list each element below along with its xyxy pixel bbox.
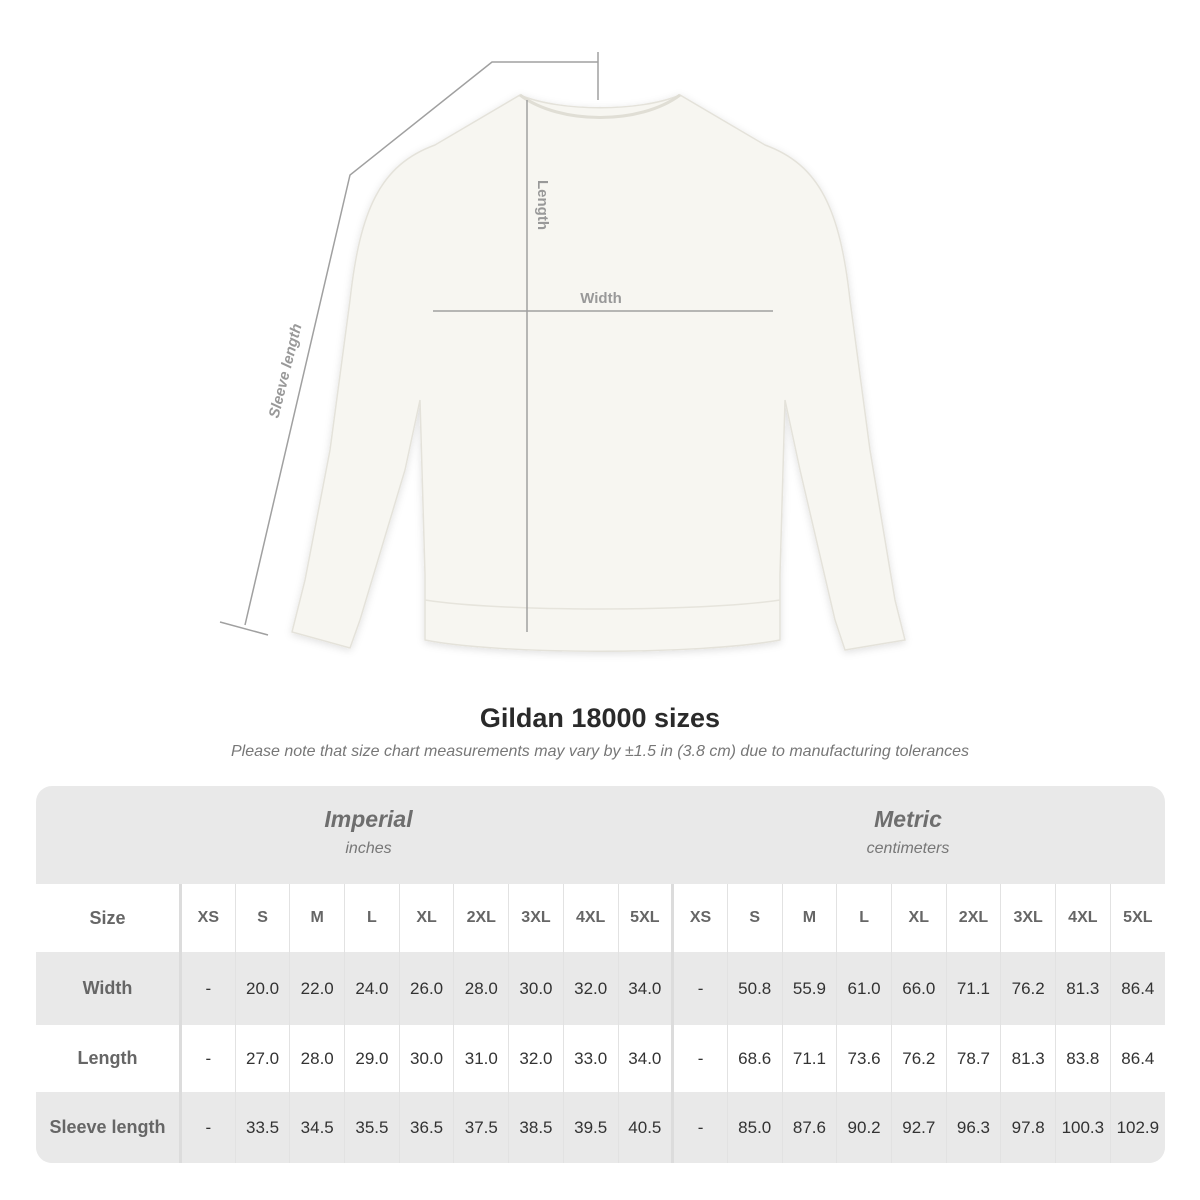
imperial-size-l: L	[344, 884, 400, 952]
imperial-value: 40.5	[617, 1092, 673, 1163]
row-label: Width	[36, 952, 182, 1025]
metric-size-2xl: 2XL	[945, 884, 1001, 952]
metric-value: 73.6	[836, 1025, 892, 1092]
size-table: Size XS S M L XL 2XL 3XL 4XL 5XL XS S M L XL 2XL 3XL 4XL 5…	[36, 884, 1165, 1163]
metric-value: 102.9	[1109, 1092, 1165, 1163]
imperial-size-5xl: 5XL	[617, 884, 673, 952]
metric-value: -	[671, 1025, 728, 1092]
metric-size-3xl: 3XL	[1000, 884, 1056, 952]
imperial-value: 26.0	[398, 952, 454, 1025]
metric-value: 76.2	[1000, 952, 1056, 1025]
metric-value: 68.6	[726, 1025, 783, 1092]
imperial-size-s: S	[234, 884, 290, 952]
imperial-value: 33.5	[234, 1092, 290, 1163]
metric-value: 50.8	[726, 952, 783, 1025]
imperial-value: 38.5	[508, 1092, 564, 1163]
row-label: Sleeve length	[36, 1092, 182, 1163]
imperial-title: Imperial	[324, 806, 413, 832]
metric-value: 78.7	[945, 1025, 1001, 1092]
sweatshirt-image	[291, 93, 906, 652]
imperial-size-xs: XS	[180, 884, 236, 952]
imperial-value: 30.0	[398, 1025, 454, 1092]
size-label: Size	[36, 884, 182, 952]
metric-value: 96.3	[945, 1092, 1001, 1163]
sleeve-label: Sleeve length	[266, 322, 306, 420]
imperial-value: 34.0	[617, 952, 673, 1025]
metric-value: 76.2	[890, 1025, 947, 1092]
metric-header: Metric centimeters	[672, 786, 1144, 884]
imperial-value: 39.5	[562, 1092, 618, 1163]
metric-value: 55.9	[781, 952, 837, 1025]
length-label: Length	[534, 180, 551, 230]
metric-value: 100.3	[1055, 1092, 1111, 1163]
imperial-size-4xl: 4XL	[562, 884, 618, 952]
metric-size-m: M	[781, 884, 837, 952]
metric-value: 92.7	[890, 1092, 947, 1163]
metric-value: 71.1	[945, 952, 1001, 1025]
imperial-value: 37.5	[453, 1092, 509, 1163]
metric-title: Metric	[874, 806, 942, 832]
imperial-value: 29.0	[344, 1025, 400, 1092]
metric-value: 66.0	[890, 952, 947, 1025]
metric-value: 97.8	[1000, 1092, 1056, 1163]
sweatshirt-diagram: Length Width Sleeve length	[219, 52, 906, 652]
metric-value: 83.8	[1055, 1025, 1111, 1092]
table-row-width: Width -20.0 22.0 24.0 26.0 28.0 30.0 32.0 34.0-5…	[36, 952, 1165, 1025]
metric-value: 71.1	[781, 1025, 837, 1092]
metric-value: -	[671, 1092, 728, 1163]
metric-value: 85.0	[726, 1092, 783, 1163]
imperial-size-3xl: 3XL	[508, 884, 564, 952]
table-row-sleeve-length: Sleeve length -33.5 34.5 35.5 36.5 37.5 38.5 39…	[36, 1092, 1165, 1163]
imperial-value: 35.5	[344, 1092, 400, 1163]
metric-subtitle: centimeters	[866, 840, 950, 857]
metric-value: 86.4	[1109, 1025, 1165, 1092]
imperial-value: 27.0	[234, 1025, 290, 1092]
imperial-value: 24.0	[344, 952, 400, 1025]
imperial-value: 33.0	[562, 1025, 618, 1092]
imperial-value: 36.5	[398, 1092, 454, 1163]
imperial-value: 32.0	[562, 952, 618, 1025]
imperial-subtitle: inches	[345, 840, 392, 857]
metric-value: 81.3	[1055, 952, 1111, 1025]
imperial-value: -	[180, 952, 236, 1025]
table-row-length: Length -27.0 28.0 29.0 30.0 31.0 32.0 33.0 34.0-…	[36, 1025, 1165, 1092]
metric-size-xl: XL	[890, 884, 947, 952]
imperial-value: 34.0	[617, 1025, 673, 1092]
size-chart: Imperial inches Metric centimeters Size X…	[36, 786, 1165, 1163]
tolerance-note: Please note that size chart measurements…	[230, 743, 970, 760]
metric-value: 61.0	[836, 952, 892, 1025]
imperial-value: 30.0	[508, 952, 564, 1025]
imperial-size-m: M	[289, 884, 345, 952]
imperial-value: 32.0	[508, 1025, 564, 1092]
row-label: Length	[36, 1025, 182, 1092]
metric-size-xs: XS	[671, 884, 728, 952]
metric-value: -	[671, 952, 728, 1025]
width-label: Width	[580, 290, 622, 307]
imperial-value: 31.0	[453, 1025, 509, 1092]
imperial-value: 22.0	[289, 952, 345, 1025]
metric-value: 87.6	[781, 1092, 837, 1163]
sleeve-line	[244, 61, 598, 626]
metric-value: 86.4	[1109, 952, 1165, 1025]
size-header-row: Size XS S M L XL 2XL 3XL 4XL 5XL XS S M L XL 2XL 3XL 4XL 5…	[36, 884, 1165, 952]
metric-value: 81.3	[1000, 1025, 1056, 1092]
metric-value: 90.2	[836, 1092, 892, 1163]
page-title: Gildan 18000 sizes	[479, 703, 721, 733]
imperial-size-xl: XL	[398, 884, 454, 952]
imperial-value: 34.5	[289, 1092, 345, 1163]
imperial-size-2xl: 2XL	[453, 884, 509, 952]
imperial-value: 20.0	[234, 952, 290, 1025]
imperial-header: Imperial inches	[180, 786, 557, 884]
metric-size-s: S	[726, 884, 783, 952]
metric-size-4xl: 4XL	[1055, 884, 1111, 952]
imperial-value: 28.0	[289, 1025, 345, 1092]
metric-size-5xl: 5XL	[1109, 884, 1165, 952]
imperial-value: -	[180, 1025, 236, 1092]
metric-size-l: L	[836, 884, 892, 952]
imperial-value: 28.0	[453, 952, 509, 1025]
imperial-value: -	[180, 1092, 236, 1163]
